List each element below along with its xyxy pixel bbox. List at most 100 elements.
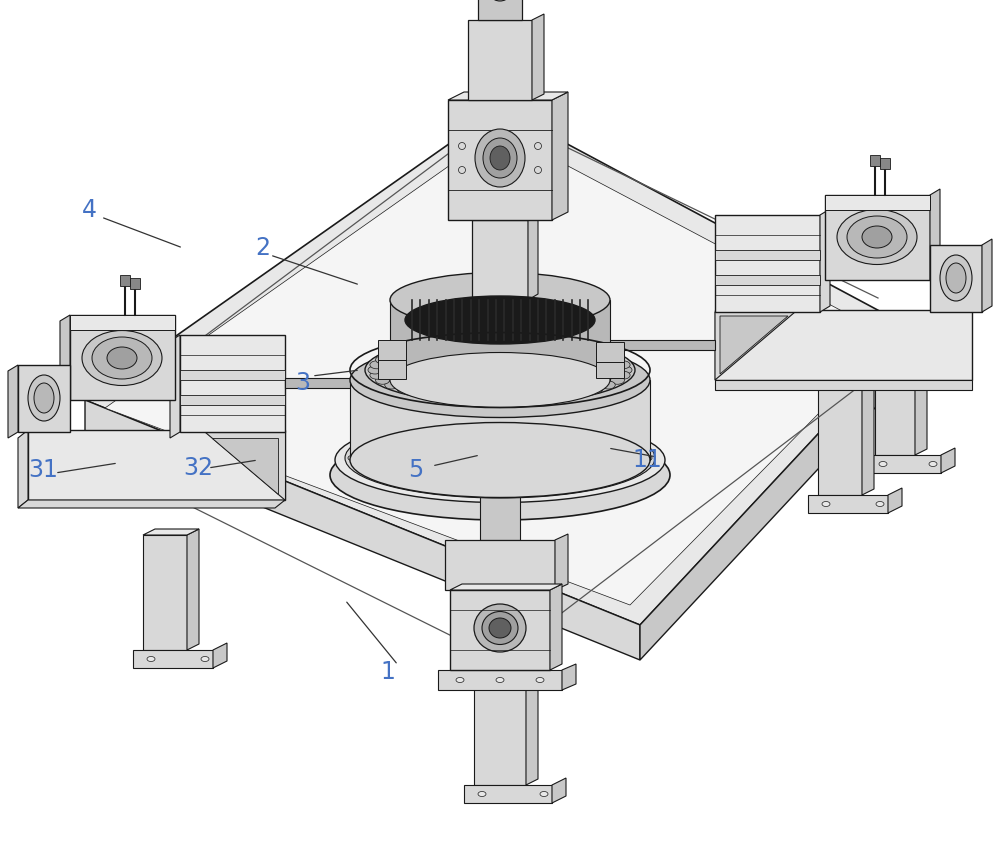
Ellipse shape <box>92 337 152 379</box>
Ellipse shape <box>422 487 430 491</box>
Ellipse shape <box>34 383 54 413</box>
Polygon shape <box>18 365 70 432</box>
Polygon shape <box>187 529 199 650</box>
Ellipse shape <box>147 656 155 662</box>
Ellipse shape <box>624 438 632 442</box>
Ellipse shape <box>370 371 384 379</box>
Ellipse shape <box>534 142 542 150</box>
Ellipse shape <box>490 146 510 170</box>
Ellipse shape <box>536 338 550 346</box>
Polygon shape <box>875 355 915 455</box>
Ellipse shape <box>589 346 603 355</box>
Polygon shape <box>105 130 893 605</box>
Polygon shape <box>478 0 522 20</box>
Polygon shape <box>825 195 930 210</box>
Polygon shape <box>480 475 520 540</box>
Ellipse shape <box>493 336 507 344</box>
Ellipse shape <box>201 656 209 662</box>
Ellipse shape <box>385 381 399 389</box>
Ellipse shape <box>450 394 464 402</box>
Polygon shape <box>448 100 552 220</box>
Ellipse shape <box>573 343 587 351</box>
Text: 32: 32 <box>183 456 213 480</box>
Polygon shape <box>474 655 526 785</box>
Ellipse shape <box>610 356 624 363</box>
Polygon shape <box>180 335 285 432</box>
Polygon shape <box>472 220 528 300</box>
Polygon shape <box>552 92 568 220</box>
Ellipse shape <box>555 340 570 348</box>
Polygon shape <box>438 670 562 690</box>
Polygon shape <box>143 535 187 650</box>
Polygon shape <box>596 358 624 379</box>
Ellipse shape <box>475 129 525 187</box>
Ellipse shape <box>624 473 632 479</box>
Ellipse shape <box>397 346 411 355</box>
Polygon shape <box>285 378 380 388</box>
Ellipse shape <box>847 216 907 258</box>
Ellipse shape <box>483 138 517 178</box>
Ellipse shape <box>946 263 966 293</box>
Polygon shape <box>350 380 650 460</box>
Ellipse shape <box>616 361 630 368</box>
Polygon shape <box>60 315 70 406</box>
Polygon shape <box>28 430 285 500</box>
Ellipse shape <box>482 612 518 645</box>
Polygon shape <box>818 380 862 495</box>
Polygon shape <box>474 649 538 655</box>
Polygon shape <box>562 664 576 690</box>
Ellipse shape <box>496 491 504 496</box>
Polygon shape <box>596 342 624 363</box>
Ellipse shape <box>879 462 887 467</box>
Ellipse shape <box>471 396 485 403</box>
Polygon shape <box>715 310 972 380</box>
Ellipse shape <box>450 338 464 346</box>
Ellipse shape <box>413 343 427 351</box>
Polygon shape <box>875 349 927 355</box>
Polygon shape <box>715 250 820 260</box>
Ellipse shape <box>365 336 635 404</box>
Ellipse shape <box>581 331 599 359</box>
Polygon shape <box>378 340 406 360</box>
Ellipse shape <box>940 255 972 301</box>
Ellipse shape <box>536 394 550 402</box>
Ellipse shape <box>456 678 464 683</box>
Ellipse shape <box>390 352 610 407</box>
Ellipse shape <box>385 351 399 359</box>
Ellipse shape <box>496 419 504 424</box>
Ellipse shape <box>822 501 830 507</box>
Polygon shape <box>870 155 880 166</box>
Polygon shape <box>170 335 180 438</box>
Ellipse shape <box>489 618 511 638</box>
Ellipse shape <box>486 0 514 1</box>
Text: 3: 3 <box>295 371 310 395</box>
Ellipse shape <box>386 369 404 397</box>
Ellipse shape <box>350 342 650 418</box>
Text: 11: 11 <box>632 448 662 472</box>
Ellipse shape <box>348 456 356 461</box>
Polygon shape <box>468 20 532 100</box>
Polygon shape <box>532 14 544 100</box>
Ellipse shape <box>570 487 578 491</box>
Ellipse shape <box>573 389 587 397</box>
Polygon shape <box>380 375 400 391</box>
Ellipse shape <box>837 209 917 264</box>
Ellipse shape <box>644 456 652 461</box>
Ellipse shape <box>556 392 570 400</box>
Polygon shape <box>18 500 285 508</box>
Ellipse shape <box>471 336 485 345</box>
Ellipse shape <box>515 396 529 403</box>
Polygon shape <box>526 649 538 785</box>
Polygon shape <box>85 400 640 660</box>
Ellipse shape <box>28 375 60 421</box>
Polygon shape <box>600 340 715 350</box>
Polygon shape <box>120 275 130 286</box>
Polygon shape <box>70 315 175 400</box>
Ellipse shape <box>474 604 526 652</box>
Ellipse shape <box>430 392 444 400</box>
Polygon shape <box>982 239 992 312</box>
Text: 1: 1 <box>380 660 395 684</box>
Ellipse shape <box>493 396 507 404</box>
Polygon shape <box>450 584 562 590</box>
Ellipse shape <box>862 226 892 248</box>
